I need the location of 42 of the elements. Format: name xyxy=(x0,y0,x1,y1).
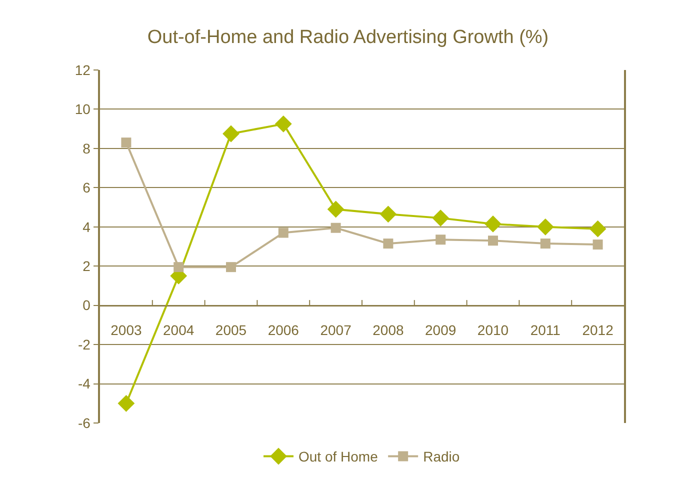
y-tick-label: 4 xyxy=(82,218,91,235)
point xyxy=(484,216,502,232)
point xyxy=(226,262,236,272)
point xyxy=(174,262,184,272)
point xyxy=(592,240,603,250)
x-tick-label: 2009 xyxy=(425,322,456,338)
point xyxy=(330,222,341,233)
point xyxy=(222,125,240,142)
legend-label: Radio xyxy=(423,448,460,465)
point xyxy=(436,234,446,245)
point xyxy=(536,218,554,236)
y-tick-label: -6 xyxy=(78,414,91,431)
x-tick-label: 2007 xyxy=(320,322,352,338)
y-tick-label: -2 xyxy=(78,336,91,352)
point xyxy=(383,238,394,249)
point xyxy=(278,228,288,238)
point xyxy=(432,210,450,227)
x-tick-label: 2006 xyxy=(268,322,300,338)
y-tick-label: -4 xyxy=(78,376,91,392)
point xyxy=(327,200,344,218)
y-tick-label: 8 xyxy=(82,140,91,156)
x-tick-label: 2003 xyxy=(110,322,142,338)
point xyxy=(121,138,132,148)
chart-title: Out-of-Home and Radio Advertising Growth (%) xyxy=(147,26,549,48)
point xyxy=(380,206,397,223)
x-tick-label: 2008 xyxy=(372,322,404,338)
point xyxy=(589,220,606,238)
point xyxy=(488,236,498,246)
x-tick-label: 2011 xyxy=(530,322,561,338)
y-tick-label: 10 xyxy=(74,101,91,118)
legend-label: Out of Home xyxy=(298,448,378,465)
x-tick-label: 2012 xyxy=(582,322,614,338)
y-tick-label: 6 xyxy=(82,180,91,196)
point xyxy=(118,394,135,412)
y-tick-label: 2 xyxy=(82,258,91,274)
x-tick-label: 2005 xyxy=(215,322,247,338)
x-tick-label: 2004 xyxy=(163,322,194,338)
x-tick-label: 2010 xyxy=(477,322,509,338)
point xyxy=(540,238,550,249)
y-tick-label: 12 xyxy=(74,62,91,78)
point xyxy=(274,115,292,132)
y-tick-label: 0 xyxy=(82,297,91,314)
